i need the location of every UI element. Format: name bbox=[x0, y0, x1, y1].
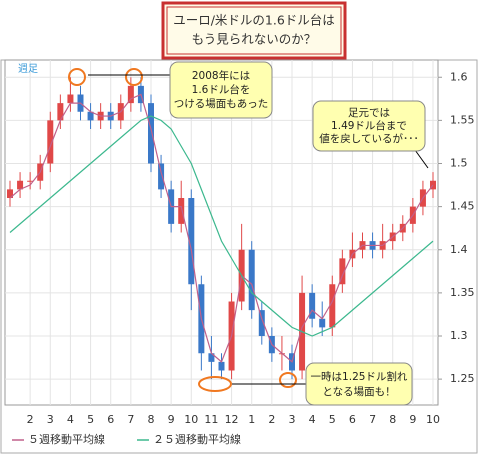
x-tick-label: 8 bbox=[148, 413, 155, 426]
callout bbox=[169, 61, 273, 119]
legend-label: ５週移動平均線 bbox=[28, 432, 105, 446]
highlight bbox=[125, 68, 143, 86]
x-tick-label: 3 bbox=[289, 413, 296, 426]
x-tick-label: 1 bbox=[248, 413, 255, 426]
x-tick-label: 9 bbox=[409, 413, 416, 426]
candle-body bbox=[248, 249, 255, 311]
callout-text: 1.6ドル台を bbox=[192, 83, 251, 96]
candle-body bbox=[127, 85, 134, 104]
y-tick-label: 1.4 bbox=[450, 243, 468, 256]
x-tick-label: 6 bbox=[349, 413, 356, 426]
x-tick-label: 7 bbox=[369, 413, 376, 426]
y-tick-label: 1.35 bbox=[450, 286, 475, 299]
candle-body bbox=[87, 111, 94, 121]
candle-body bbox=[7, 189, 13, 198]
callout-text: 足元では bbox=[348, 107, 390, 119]
arrow bbox=[414, 149, 429, 169]
y-tick-label: 1.3 bbox=[450, 329, 468, 342]
x-tick-label: 3 bbox=[47, 413, 54, 426]
x-tick-label: 6 bbox=[107, 413, 114, 426]
candle-body bbox=[208, 353, 215, 362]
x-tick-label: 2 bbox=[27, 413, 34, 426]
callout-text: つける場面もあった bbox=[174, 97, 269, 110]
y-tick-label: 1.45 bbox=[450, 200, 475, 213]
candle-body bbox=[178, 198, 185, 224]
x-tick-label: 5 bbox=[87, 413, 94, 426]
x-tick-label: 4 bbox=[67, 413, 74, 426]
chart-title: ユーロ/米ドルの1.6ドル台は bbox=[173, 13, 335, 28]
x-tick-label: 10 bbox=[426, 413, 440, 426]
x-tick-label: 2 bbox=[268, 413, 275, 426]
period-label: 週足 bbox=[18, 63, 38, 75]
title-box-inner bbox=[166, 6, 342, 55]
candle-body bbox=[148, 103, 154, 164]
candle-body bbox=[57, 103, 64, 121]
callout-text: 1.49ドル台まで bbox=[331, 119, 407, 132]
x-tick-label: 10 bbox=[184, 413, 198, 426]
x-tick-label: 5 bbox=[329, 413, 336, 426]
x-tick-label: 9 bbox=[168, 413, 175, 426]
x-tick-label: 11 bbox=[204, 413, 218, 426]
x-tick-label: 12 bbox=[225, 413, 239, 426]
y-tick-label: 1.5 bbox=[450, 157, 468, 170]
candle-body bbox=[319, 318, 326, 328]
y-tick-label: 1.55 bbox=[450, 113, 475, 126]
candle-body bbox=[329, 284, 336, 328]
candle-body bbox=[47, 120, 54, 164]
x-tick-label: 4 bbox=[309, 413, 316, 426]
y-tick-label: 1.6 bbox=[450, 70, 468, 83]
callout-text: 値を戻しているが･･･ bbox=[319, 132, 418, 145]
candle-body bbox=[309, 292, 316, 319]
ma-line bbox=[9, 115, 434, 337]
highlight bbox=[279, 372, 297, 388]
candle-body bbox=[339, 258, 346, 285]
callout bbox=[312, 100, 426, 152]
callout-text: 一時は1.25ドル割れ bbox=[311, 370, 408, 383]
callout bbox=[305, 362, 413, 406]
callout-text: 2008年には bbox=[192, 69, 250, 82]
x-tick-label: 8 bbox=[389, 413, 396, 426]
candle-body bbox=[158, 163, 165, 190]
candle-body bbox=[218, 361, 225, 371]
highlight bbox=[68, 68, 86, 86]
callout-text: となる場面も！ bbox=[322, 385, 395, 398]
title-box bbox=[161, 1, 347, 60]
highlight bbox=[198, 376, 232, 392]
candle-body bbox=[27, 180, 34, 182]
candle-body bbox=[188, 198, 195, 285]
chart-title: もう見られないのか？ bbox=[192, 32, 317, 47]
candle-body bbox=[258, 310, 265, 336]
ma-line bbox=[9, 93, 434, 363]
x-tick-label: 7 bbox=[127, 413, 134, 426]
candle-body bbox=[17, 180, 24, 190]
y-tick-label: 1.25 bbox=[450, 372, 475, 385]
candle-body bbox=[67, 94, 74, 104]
legend-label: ２５週移動平均線 bbox=[153, 432, 241, 446]
